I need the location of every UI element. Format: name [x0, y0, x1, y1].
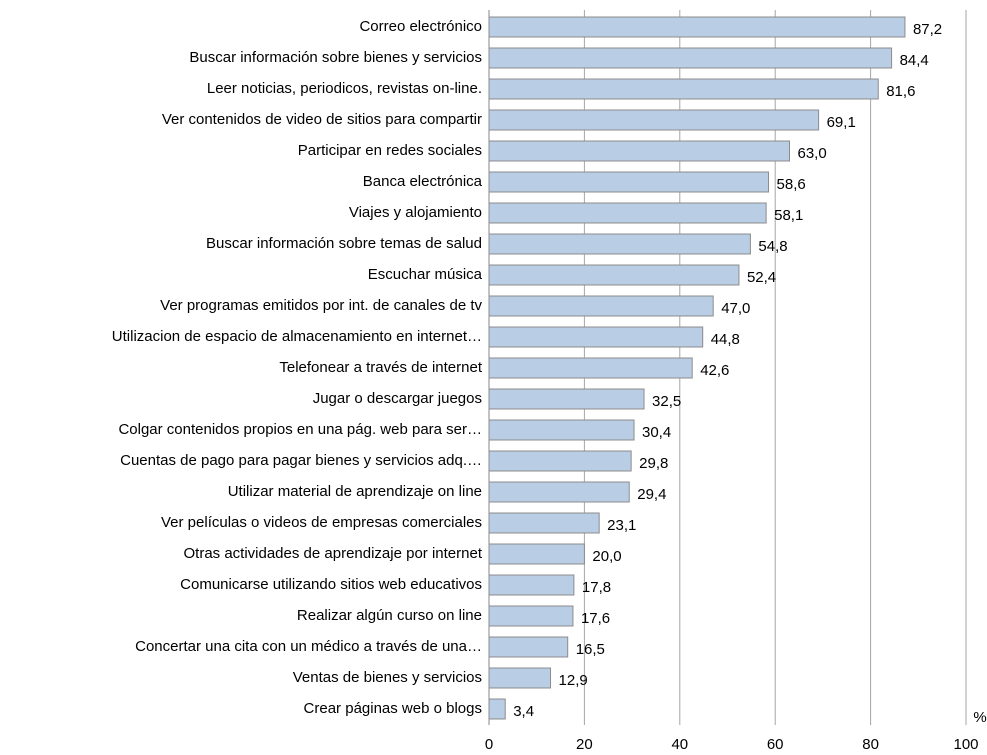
y-tick-label: Utilizar material de aprendizaje on line: [228, 483, 482, 500]
data-label: 12,9: [559, 672, 588, 689]
data-label: 42,6: [700, 362, 729, 379]
bar: [488, 388, 645, 410]
y-tick-label: Escuchar música: [368, 266, 483, 283]
x-tick-label: 80: [862, 736, 879, 753]
bar: [488, 543, 585, 565]
bar: [488, 574, 575, 596]
y-tick-label: Colgar contenidos propios en una pág. we…: [118, 421, 482, 438]
bar: [488, 140, 791, 162]
y-tick-label: Participar en redes sociales: [298, 142, 482, 159]
bar: [488, 605, 574, 627]
x-tick-label: 20: [576, 736, 593, 753]
data-label: 32,5: [652, 393, 681, 410]
y-tick-label: Otras actividades de aprendizaje por int…: [183, 545, 482, 562]
data-label: 3,4: [513, 703, 534, 720]
y-tick-label: Telefonear a través de internet: [279, 359, 482, 376]
data-label: 81,6: [886, 83, 915, 100]
data-label: 87,2: [913, 21, 942, 38]
y-tick-label: Ver programas emitidos por int. de canal…: [160, 297, 482, 314]
data-label: 30,4: [642, 424, 671, 441]
data-label: 52,4: [747, 269, 776, 286]
data-label: 54,8: [758, 238, 787, 255]
bar: [488, 47, 893, 69]
x-tick-label: 100: [953, 736, 978, 753]
y-tick-label: Utilizacion de espacio de almacenamiento…: [112, 328, 482, 345]
y-tick-label: Ver contenidos de video de sitios para c…: [162, 111, 482, 128]
data-label: 29,4: [637, 486, 666, 503]
y-tick-label: Concertar una cita con un médico a travé…: [135, 638, 482, 655]
data-label: 44,8: [711, 331, 740, 348]
data-label: 58,1: [774, 207, 803, 224]
bar: [488, 512, 600, 534]
data-label: 17,8: [582, 579, 611, 596]
data-label: 63,0: [798, 145, 827, 162]
bar: [488, 78, 879, 100]
x-tick-label: 0: [485, 736, 493, 753]
y-tick-label: Buscar información sobre bienes y servic…: [189, 49, 482, 66]
y-tick-label: Ventas de bienes y servicios: [293, 669, 482, 686]
data-label: 84,4: [900, 52, 929, 69]
bar: [488, 481, 630, 503]
y-tick-label: Correo electrónico: [359, 18, 482, 35]
data-label: 47,0: [721, 300, 750, 317]
y-tick-label: Banca electrónica: [363, 173, 483, 190]
y-tick-label: Viajes y alojamiento: [349, 204, 482, 221]
y-tick-label: Ver películas o videos de empresas comer…: [161, 514, 482, 531]
bar: [488, 450, 632, 472]
data-label: 58,6: [777, 176, 806, 193]
x-axis-label: %: [973, 709, 986, 726]
data-label: 69,1: [827, 114, 856, 131]
data-label: 17,6: [581, 610, 610, 627]
bar: [488, 636, 569, 658]
y-tick-label: Leer noticias, periodicos, revistas on-l…: [207, 80, 482, 97]
y-tick-label: Cuentas de pago para pagar bienes y serv…: [120, 452, 482, 469]
data-label: 20,0: [592, 548, 621, 565]
x-tick-label: 60: [767, 736, 784, 753]
bar: [488, 171, 770, 193]
bar: [488, 109, 820, 131]
y-tick-label: Buscar información sobre temas de salud: [206, 235, 482, 252]
bar: [488, 233, 751, 255]
bar: [488, 264, 740, 286]
bar: [488, 202, 767, 224]
bar: [488, 295, 714, 317]
bar: [488, 326, 704, 348]
y-tick-label: Realizar algún curso on line: [297, 607, 482, 624]
data-label: 29,8: [639, 455, 668, 472]
y-tick-label: Jugar o descargar juegos: [313, 390, 482, 407]
bar: [488, 667, 552, 689]
bar: [488, 357, 693, 379]
bar: [488, 698, 506, 720]
x-tick-label: 40: [671, 736, 688, 753]
bar: [488, 16, 906, 38]
bar: [488, 419, 635, 441]
y-tick-label: Crear páginas web o blogs: [304, 700, 482, 717]
data-label: 23,1: [607, 517, 636, 534]
y-tick-label: Comunicarse utilizando sitios web educat…: [180, 576, 482, 593]
data-label: 16,5: [576, 641, 605, 658]
